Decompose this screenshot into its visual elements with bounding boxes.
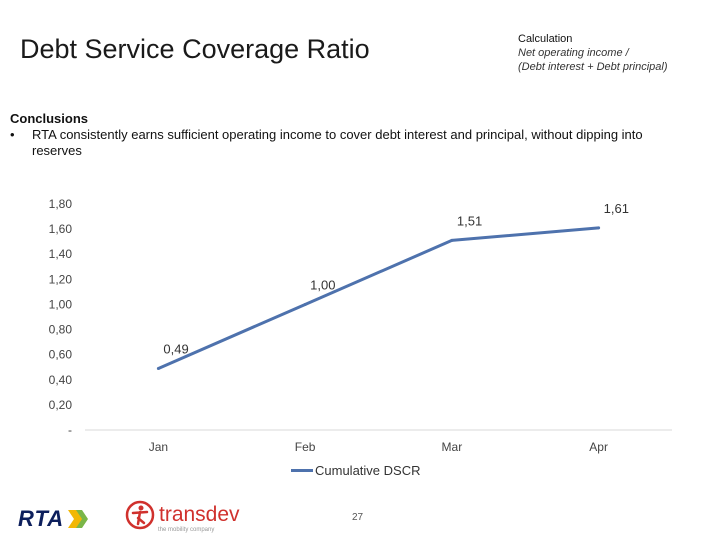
series-line-cumulative-dscr xyxy=(157,226,599,370)
chart-legend: Cumulative DSCR xyxy=(291,463,420,478)
calculation-box: Calculation Net operating income / (Debt… xyxy=(518,32,667,74)
calculation-formula-line-1: Net operating income / xyxy=(518,47,629,59)
bullet-dot: • xyxy=(10,127,15,142)
conclusions-heading: Conclusions xyxy=(10,111,89,126)
y-tick-label: 1,40 xyxy=(49,247,73,261)
y-tick-label: 1,20 xyxy=(49,272,73,286)
x-tick-label: Feb xyxy=(295,440,316,454)
calculation-heading: Calculation xyxy=(518,33,573,45)
calculation-formula-line-2: (Debt interest + Debt principal) xyxy=(518,61,668,73)
transdev-logo: transdev the mobility company xyxy=(125,500,240,533)
data-point xyxy=(597,226,601,230)
conclusion-bullet: • RTA consistently earns sufficient oper… xyxy=(10,127,650,159)
data-point xyxy=(303,302,307,306)
x-tick-label: Apr xyxy=(589,440,608,454)
y-tick-label: 0,20 xyxy=(49,398,73,412)
legend-swatch xyxy=(291,469,313,472)
page-number: 27 xyxy=(352,512,364,523)
conclusions-section: Conclusions • RTA consistently earns suf… xyxy=(10,111,650,159)
rta-logo-text: RTA xyxy=(18,506,65,531)
legend-label: Cumulative DSCR xyxy=(315,463,421,478)
x-tick-label: Mar xyxy=(442,440,463,454)
y-tick-label: 1,00 xyxy=(49,297,73,311)
transdev-logo-text: transdev xyxy=(159,503,240,526)
y-tick-label: 0,60 xyxy=(49,348,73,362)
data-label: 0,49 xyxy=(163,341,188,356)
data-point xyxy=(156,366,160,370)
y-tick-label: 1,60 xyxy=(49,222,73,236)
transdev-tagline: the mobility company xyxy=(158,527,215,533)
data-label: 1,61 xyxy=(604,201,629,216)
conclusion-text: RTA consistently earns sufficient operat… xyxy=(32,127,643,158)
y-tick-label: 0,80 xyxy=(49,323,73,337)
y-tick-label: - xyxy=(68,423,72,437)
data-label: 1,51 xyxy=(457,213,482,228)
rta-chevron-icon xyxy=(68,510,89,528)
rta-logo: RTA xyxy=(18,506,90,532)
data-label: 1,00 xyxy=(310,277,335,292)
transdev-figure-icon xyxy=(125,500,155,530)
footer: RTA transdev the mobility company 27 xyxy=(0,492,720,540)
data-point xyxy=(450,238,454,242)
page-title: Debt Service Coverage Ratio xyxy=(20,34,370,64)
x-tick-label: Jan xyxy=(149,440,168,454)
y-tick-label: 0,40 xyxy=(49,373,73,387)
y-tick-label: 1,80 xyxy=(49,197,73,211)
